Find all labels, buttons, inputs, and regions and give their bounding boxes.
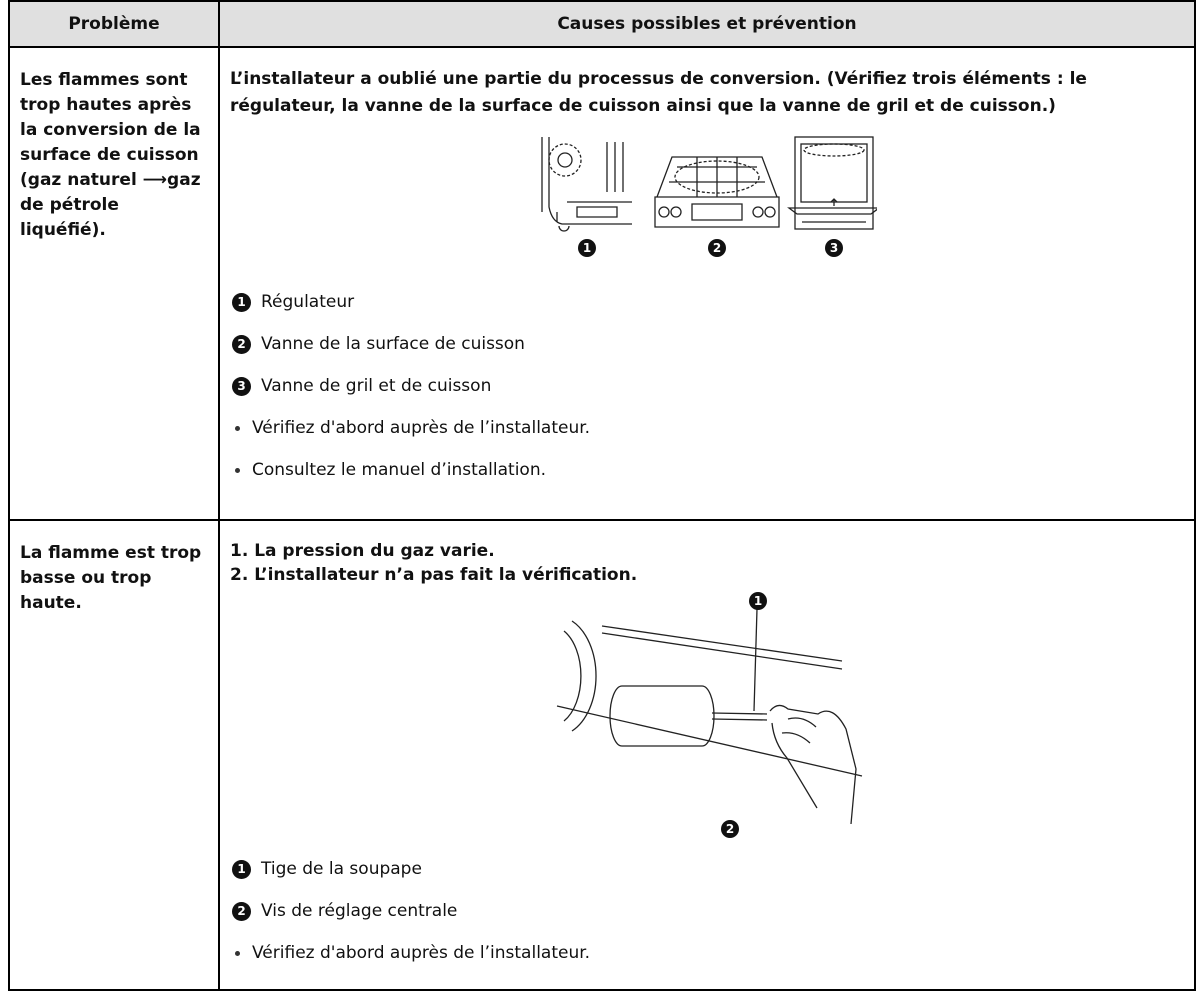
legend-text: Vis de réglage centrale (261, 901, 458, 921)
causes-cell: 1. La pression du gaz varie. 2. L’instal… (218, 519, 1196, 991)
note-text: Consultez le manuel d’installation. (252, 460, 547, 480)
note: Vérifiez d'abord auprès de l’installateu… (230, 407, 1184, 449)
legend-number: 2 (232, 334, 251, 354)
header-row: Problème Causes possibles et prévention (8, 0, 1196, 48)
callout: 2 (713, 241, 721, 255)
cause: 1. La pression du gaz varie. (230, 541, 495, 561)
legend-item: 1 Tige de la soupape (230, 848, 1184, 890)
legend-item: 2 Vanne de la surface de cuisson (230, 323, 1184, 365)
callout: 3 (830, 241, 838, 255)
figure-callouts: 1 2 3 (578, 239, 843, 257)
problem: Les flammes sont trop hautes après la co… (8, 46, 220, 521)
cause: 2. L’installateur n’a pas fait la vérifi… (230, 565, 638, 585)
bullet (235, 950, 240, 956)
legend-number: 3 (232, 376, 251, 396)
legend-item: 1 Régulateur (230, 281, 1184, 323)
cause: L’installateur a oublié une partie du pr… (230, 69, 1087, 116)
legend-item: 2 Vis de réglage centrale (230, 890, 1184, 932)
figure-illustration: 1 2 3 (541, 136, 881, 257)
figure: 1 2 (230, 591, 1184, 846)
bullet (235, 467, 240, 473)
header-causes: Causes possibles et prévention (218, 0, 1196, 48)
legend-item: 3 Vanne de gril et de cuisson (230, 365, 1184, 407)
figure-callouts: 1 2 (721, 592, 767, 838)
troubleshooting-table: Problème Causes possibles et prévention … (8, 0, 1196, 991)
legend-text: Vanne de gril et de cuisson (261, 376, 492, 396)
row: Les flammes sont trop hautes après la co… (8, 46, 1196, 521)
legend-number: 1 (232, 292, 251, 312)
figure-illustration: 1 2 (556, 592, 863, 838)
legend-number: 1 (232, 859, 251, 879)
legend-number: 2 (232, 901, 251, 921)
note-text: Vérifiez d'abord auprès de l’installateu… (252, 418, 591, 438)
bullet (235, 425, 240, 431)
problem: La flamme est trop basse ou trop haute. (8, 519, 220, 991)
causes-cell: L’installateur a oublié une partie du pr… (218, 46, 1196, 521)
callout: 1 (583, 241, 591, 255)
figure: 1 2 3 (230, 132, 1184, 267)
callout: 2 (726, 822, 734, 836)
row: La flamme est trop basse ou trop haute. … (8, 519, 1196, 991)
legend-text: Régulateur (261, 292, 355, 312)
note: Vérifiez d'abord auprès de l’installateu… (230, 932, 1184, 974)
note: Consultez le manuel d’installation. (230, 449, 1184, 491)
note-text: Vérifiez d'abord auprès de l’installateu… (252, 943, 591, 963)
header-problem: Problème (8, 0, 220, 48)
legend-text: Vanne de la surface de cuisson (261, 334, 525, 354)
legend-text: Tige de la soupape (261, 859, 422, 879)
callout: 1 (754, 594, 762, 608)
